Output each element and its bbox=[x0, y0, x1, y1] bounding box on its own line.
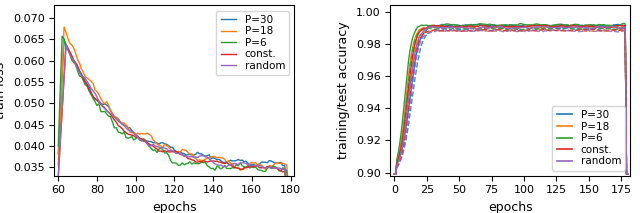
Line: P=30: P=30 bbox=[58, 39, 291, 213]
P=30 bbox=[202, 155, 209, 157]
random bbox=[155, 146, 163, 148]
P=30 bbox=[60, 38, 68, 41]
P=18 bbox=[79, 72, 87, 74]
Y-axis label: training/test accuracy: training/test accuracy bbox=[337, 22, 350, 159]
Line: P=18: P=18 bbox=[58, 27, 291, 213]
P=6 bbox=[273, 166, 281, 169]
P=6 bbox=[79, 80, 87, 82]
random bbox=[79, 75, 87, 78]
P=30 bbox=[54, 153, 62, 155]
random bbox=[62, 43, 70, 46]
random bbox=[54, 176, 62, 178]
P=18 bbox=[213, 157, 221, 159]
Legend: P=30, P=18, P=6, const., random: P=30, P=18, P=6, const., random bbox=[552, 106, 625, 171]
const. bbox=[273, 167, 281, 170]
random bbox=[111, 116, 118, 118]
X-axis label: epochs: epochs bbox=[152, 201, 196, 213]
const. bbox=[111, 119, 118, 121]
P=18 bbox=[273, 161, 281, 164]
Line: const.: const. bbox=[58, 44, 291, 213]
const. bbox=[213, 160, 221, 163]
P=30 bbox=[155, 143, 163, 145]
P=30 bbox=[273, 161, 281, 164]
P=6 bbox=[155, 148, 163, 150]
const. bbox=[79, 78, 87, 81]
P=6 bbox=[111, 127, 118, 129]
P=18 bbox=[54, 164, 62, 167]
Y-axis label: train loss: train loss bbox=[0, 62, 8, 119]
Legend: P=30, P=18, P=6, const., random: P=30, P=18, P=6, const., random bbox=[216, 10, 289, 75]
random bbox=[213, 163, 221, 166]
const. bbox=[62, 43, 70, 45]
Line: random: random bbox=[58, 45, 291, 213]
P=30 bbox=[111, 116, 118, 118]
P=18 bbox=[60, 26, 68, 28]
P=6 bbox=[54, 145, 62, 147]
Line: P=6: P=6 bbox=[58, 36, 291, 213]
P=6 bbox=[58, 35, 66, 37]
const. bbox=[202, 160, 209, 163]
P=30 bbox=[79, 77, 87, 79]
X-axis label: epochs: epochs bbox=[488, 201, 532, 213]
const. bbox=[54, 174, 62, 177]
P=18 bbox=[111, 115, 118, 118]
P=18 bbox=[202, 158, 209, 160]
random bbox=[273, 167, 281, 170]
P=18 bbox=[155, 144, 163, 147]
P=6 bbox=[202, 161, 209, 164]
random bbox=[202, 156, 209, 158]
P=30 bbox=[213, 158, 221, 161]
const. bbox=[155, 150, 163, 152]
P=6 bbox=[213, 165, 221, 167]
